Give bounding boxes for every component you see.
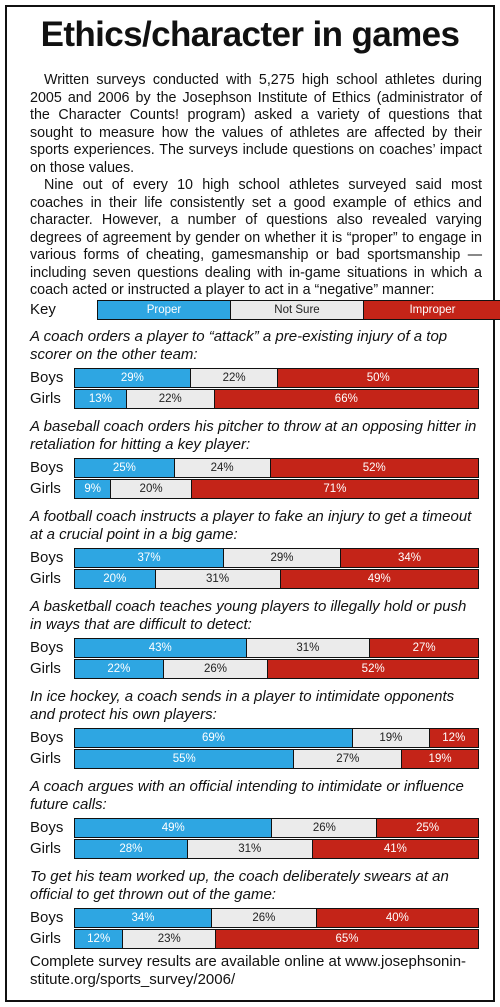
bar-segment-improper: 52% <box>268 660 478 678</box>
bar-segment-proper: 22% <box>75 660 164 678</box>
bar-segment-proper: 13% <box>75 390 127 408</box>
girls-stacked-bar: 22% 26% 52% <box>74 659 479 679</box>
bar-segment-improper: 25% <box>377 819 478 837</box>
bar-segment-improper: 27% <box>370 639 478 657</box>
bar-segment-not-sure: 26% <box>163 660 269 678</box>
bar-segment-proper: 37% <box>75 549 225 567</box>
girls-stacked-bar: 55% 27% 19% <box>74 749 479 769</box>
bar-segment-not-sure: 22% <box>126 390 215 408</box>
bar-segment-proper: 69% <box>75 729 354 747</box>
intro-text: Written surveys conducted with 5,275 hig… <box>30 72 482 300</box>
girls-row-label: Girls <box>30 480 61 497</box>
girls-stacked-bar: 9% 20% 71% <box>74 479 479 499</box>
bar-segment-improper: 19% <box>402 750 478 768</box>
bar-segment-proper: 9% <box>75 480 112 498</box>
bar-segment-improper: 12% <box>429 729 478 747</box>
girls-stacked-bar: 13% 22% 66% <box>74 389 479 409</box>
bar-segment-proper: 43% <box>75 639 247 657</box>
question-text: A coach argues with an official intendin… <box>30 778 464 813</box>
boys-stacked-bar: 69% 19% 12% <box>74 728 479 748</box>
boys-row-label: Boys <box>30 819 64 836</box>
bar-segment-not-sure: 24% <box>174 459 271 477</box>
bar-segment-not-sure: 23% <box>123 930 217 948</box>
bar-segment-improper: 49% <box>280 570 478 588</box>
boys-stacked-bar: 25% 24% 52% <box>74 458 479 478</box>
girls-row-label: Girls <box>30 930 61 947</box>
legend-bar: Proper Not Sure Improper <box>97 300 500 320</box>
boys-stacked-bar: 43% 31% 27% <box>74 638 479 658</box>
bar-segment-not-sure: 22% <box>190 369 279 387</box>
bar-segment-improper: 41% <box>312 840 478 858</box>
legend-item-proper: Proper <box>98 301 231 319</box>
boys-row-label: Boys <box>30 459 64 476</box>
boys-stacked-bar: 34% 26% 40% <box>74 908 479 928</box>
bar-segment-not-sure: 19% <box>353 729 430 747</box>
boys-stacked-bar: 49% 26% 25% <box>74 818 479 838</box>
page-title: Ethics/character in games <box>40 15 460 54</box>
bar-segment-improper: 66% <box>214 390 478 408</box>
bar-segment-not-sure: 26% <box>212 909 317 927</box>
bar-segment-improper: 65% <box>216 930 478 948</box>
girls-row-label: Girls <box>30 750 61 767</box>
intro-paragraph-1: Written surveys conducted with 5,275 hig… <box>30 72 482 176</box>
bar-segment-improper: 71% <box>191 480 478 498</box>
question-text: A baseball coach orders his pitcher to t… <box>30 418 477 453</box>
question-text: A football coach instructs a player to f… <box>30 508 472 543</box>
bar-segment-proper: 25% <box>75 459 175 477</box>
bar-segment-proper: 34% <box>75 909 213 927</box>
bar-segment-proper: 49% <box>75 819 273 837</box>
question-text: In ice hockey, a coach sends in a player… <box>30 688 455 723</box>
legend: Key Proper Not Sure Improper <box>30 300 500 320</box>
boys-row-label: Boys <box>30 549 64 566</box>
girls-row-label: Girls <box>30 660 61 677</box>
boys-stacked-bar: 37% 29% 34% <box>74 548 479 568</box>
legend-item-not-sure: Not Sure <box>230 301 364 319</box>
bar-segment-improper: 34% <box>340 549 478 567</box>
question-text: To get his team worked up, the coach del… <box>30 868 449 903</box>
graphic-frame: Ethics/character in games Written survey… <box>5 5 500 1002</box>
girls-stacked-bar: 12% 23% 65% <box>74 929 479 949</box>
bar-segment-not-sure: 31% <box>187 840 313 858</box>
bar-segment-proper: 55% <box>75 750 295 768</box>
girls-stacked-bar: 28% 31% 41% <box>74 839 479 859</box>
footer-note: Complete survey results are available on… <box>30 953 467 988</box>
bar-segment-improper: 50% <box>278 369 478 387</box>
legend-label: Key <box>30 301 56 318</box>
boys-row-label: Boys <box>30 369 64 386</box>
bar-segment-proper: 29% <box>75 369 191 387</box>
bar-segment-not-sure: 26% <box>272 819 378 837</box>
bar-segment-improper: 52% <box>270 459 478 477</box>
intro-paragraph-2: Nine out of every 10 high school athlete… <box>30 177 482 298</box>
question-text: A coach orders a player to “attack” a pr… <box>30 328 448 363</box>
bar-segment-proper: 28% <box>75 840 188 858</box>
legend-item-improper: Improper <box>363 301 500 319</box>
bar-segment-not-sure: 31% <box>155 570 281 588</box>
bar-segment-improper: 40% <box>316 909 478 927</box>
bar-segment-not-sure: 27% <box>294 750 403 768</box>
bar-segment-not-sure: 29% <box>224 549 341 567</box>
boys-stacked-bar: 29% 22% 50% <box>74 368 479 388</box>
bar-segment-not-sure: 20% <box>111 480 192 498</box>
bar-segment-proper: 20% <box>75 570 156 588</box>
bar-segment-proper: 12% <box>75 930 124 948</box>
girls-row-label: Girls <box>30 570 61 587</box>
boys-row-label: Boys <box>30 639 64 656</box>
boys-row-label: Boys <box>30 909 64 926</box>
girls-stacked-bar: 20% 31% 49% <box>74 569 479 589</box>
bar-segment-not-sure: 31% <box>246 639 371 657</box>
boys-row-label: Boys <box>30 729 64 746</box>
girls-row-label: Girls <box>30 840 61 857</box>
question-text: A basketball coach teaches young players… <box>30 598 467 633</box>
girls-row-label: Girls <box>30 390 61 407</box>
